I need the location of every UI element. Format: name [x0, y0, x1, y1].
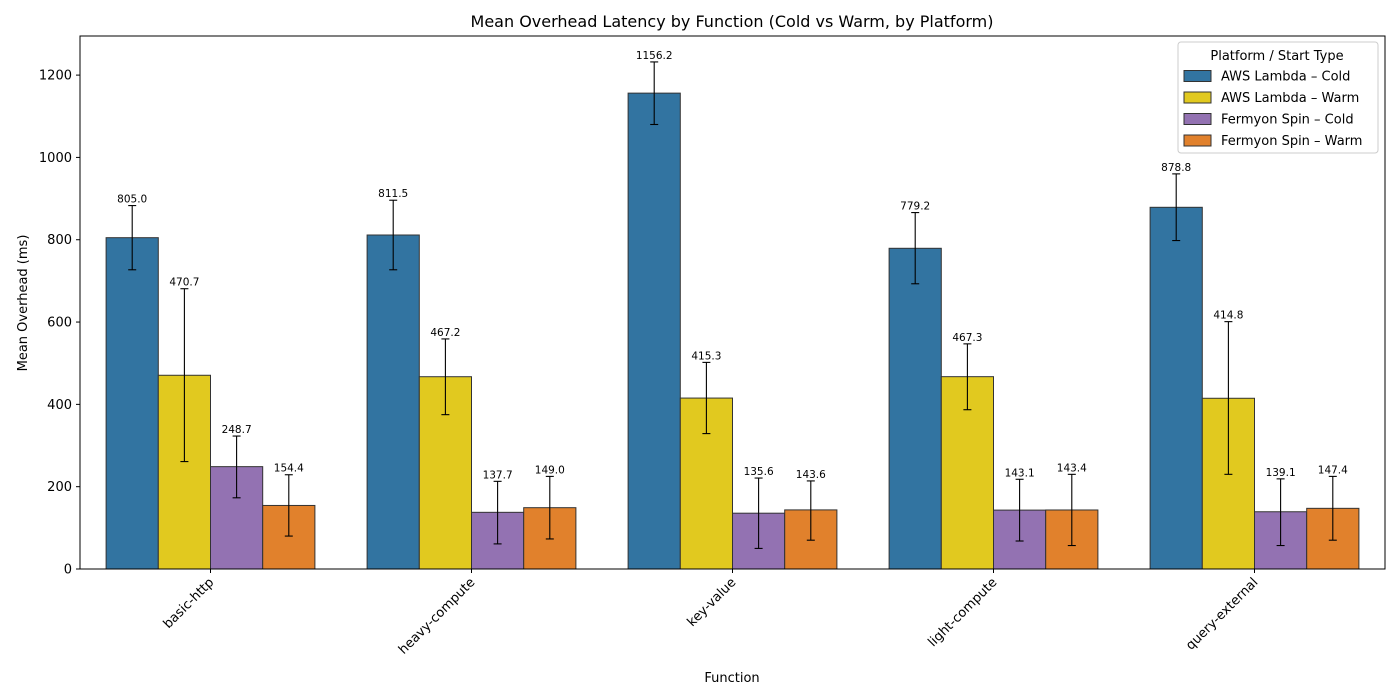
x-axis-title: Function [704, 671, 759, 686]
legend: Platform / Start Type AWS Lambda – Cold A… [1177, 41, 1379, 154]
x-tick-label: basic-http [161, 575, 218, 632]
data-label: 467.3 [952, 332, 982, 344]
data-label: 137.7 [483, 469, 513, 481]
data-label: 135.6 [744, 466, 774, 478]
data-label: 154.4 [274, 463, 304, 475]
data-label: 467.2 [430, 327, 460, 339]
data-label: 143.6 [796, 469, 826, 481]
data-label: 805.0 [117, 194, 147, 206]
bar [888, 247, 942, 570]
data-label: 248.7 [222, 424, 252, 436]
data-label: 414.8 [1213, 310, 1243, 322]
y-tick-label: 0 [64, 563, 72, 578]
data-label: 139.1 [1266, 467, 1296, 479]
data-label: 470.7 [169, 277, 199, 289]
data-label: 149.0 [535, 464, 565, 476]
y-tick-label: 1200 [39, 69, 72, 84]
legend-box [1177, 41, 1379, 154]
data-label: 878.8 [1161, 162, 1191, 174]
plot-frame [79, 35, 1386, 570]
x-tick-label: key-value [685, 575, 740, 630]
legend-label: Fermyon Spin – Cold [1221, 113, 1354, 128]
bar [627, 92, 681, 570]
chart-title: Mean Overhead Latency by Function (Cold … [471, 12, 994, 31]
legend-swatch [1183, 113, 1212, 125]
y-tick-label: 600 [47, 316, 72, 331]
y-axis-title: Mean Overhead (ms) [16, 235, 31, 372]
legend-title: Platform / Start Type [1210, 49, 1343, 64]
bar [366, 234, 420, 570]
bars-layer: 805.0 470.7 248.7 154.4 811.5 467.2 137.7 149.0… [105, 50, 1360, 570]
legend-swatch [1183, 70, 1212, 82]
y-tick-label: 200 [47, 480, 72, 495]
legend-label: AWS Lambda – Cold [1221, 70, 1350, 85]
data-label: 1156.2 [636, 50, 673, 62]
x-tick-label: heavy-compute [396, 575, 478, 657]
x-axis: basic-http heavy-compute key-value light-co… [161, 569, 1261, 658]
data-label: 147.4 [1318, 464, 1348, 476]
x-tick-label: light-compute [925, 575, 1000, 650]
bar [1149, 206, 1203, 570]
y-axis: 0 200 400 600 800 1000 1200 [39, 69, 80, 578]
y-tick-label: 1000 [39, 151, 72, 166]
legend-label: AWS Lambda – Warm [1221, 91, 1359, 106]
legend-swatch [1183, 134, 1212, 147]
y-tick-label: 400 [47, 398, 72, 413]
legend-swatch [1183, 91, 1212, 104]
legend-label: Fermyon Spin – Warm [1221, 134, 1362, 149]
data-label: 811.5 [378, 188, 408, 200]
data-label: 779.2 [900, 201, 930, 213]
data-label: 143.1 [1005, 467, 1035, 479]
data-label: 415.3 [691, 350, 721, 362]
bar [105, 237, 159, 570]
x-tick-label: query-external [1183, 575, 1261, 653]
y-tick-label: 800 [47, 233, 72, 248]
data-label: 143.4 [1057, 462, 1087, 474]
